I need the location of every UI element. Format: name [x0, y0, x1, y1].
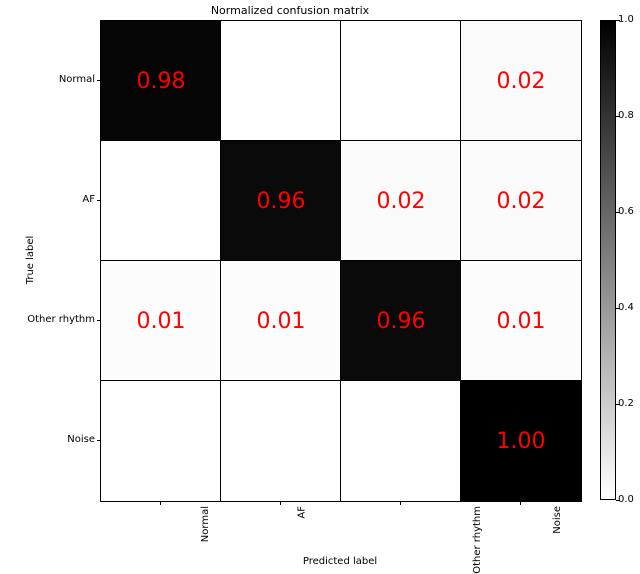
heatmap-cell: 0.96: [341, 261, 461, 381]
x-axis-label: Predicted label: [100, 556, 580, 567]
confusion-matrix-figure: Normalized confusion matrix True label P…: [0, 0, 640, 569]
y-tick-label: AF: [5, 195, 95, 205]
colorbar-tick-label: 0.8: [618, 111, 634, 121]
x-tick-label: Normal: [200, 506, 211, 542]
heatmap-cell: 0.02: [341, 141, 461, 261]
heatmap-cell: 0.96: [221, 141, 341, 261]
heatmap-cell: 1.00: [461, 381, 581, 501]
x-tick-label: Noise: [552, 506, 563, 534]
heatmap-cell-value: 0.01: [497, 309, 546, 334]
y-tick-label: Noise: [5, 435, 95, 445]
colorbar-tick-label: 0.6: [618, 207, 634, 217]
x-tick-mark: [160, 501, 161, 505]
heatmap-cell: [341, 381, 461, 501]
x-tick-mark: [400, 501, 401, 505]
colorbar-tick-label: 0.4: [618, 303, 634, 313]
heatmap-cell: 0.01: [101, 261, 221, 381]
heatmap-cell: 0.02: [461, 21, 581, 141]
heatmap-cell: 0.02: [461, 141, 581, 261]
heatmap-cell-value: 0.02: [497, 69, 546, 94]
colorbar-tick-label: 1.0: [618, 15, 634, 25]
chart-title: Normalized confusion matrix: [0, 4, 580, 17]
x-tick-mark: [520, 501, 521, 505]
heatmap-cell: [221, 21, 341, 141]
heatmap-cell-value: 0.96: [257, 189, 306, 214]
heatmap-cell-value: 0.02: [497, 189, 546, 214]
heatmap-cell-value: 0.98: [137, 69, 186, 94]
heatmap-cell-value: 0.96: [377, 309, 426, 334]
x-tick-mark: [280, 501, 281, 505]
heatmap-cell-value: 1.00: [497, 429, 546, 454]
heatmap-cell-value: 0.01: [257, 309, 306, 334]
heatmap-grid: 0.98 0.02 0.96 0.02 0.02 0.01 0.01 0.96 0.01 1.00: [100, 20, 580, 500]
heatmap-cell: [341, 21, 461, 141]
y-tick-label: Normal: [5, 75, 95, 85]
colorbar: [600, 20, 616, 500]
heatmap-cell: [101, 141, 221, 261]
heatmap-cell: [221, 381, 341, 501]
heatmap-cell-value: 0.02: [377, 189, 426, 214]
heatmap-cell: [101, 381, 221, 501]
x-tick-label: Other rhythm: [472, 506, 483, 574]
y-tick-label: Other rhythm: [5, 315, 95, 325]
heatmap-cell: 0.01: [461, 261, 581, 381]
heatmap-cell-value: 0.01: [137, 309, 186, 334]
colorbar-tick-label: 0.0: [618, 495, 634, 505]
x-tick-label: AF: [297, 506, 308, 519]
y-axis-label: True label: [25, 236, 36, 285]
heatmap-cell: 0.98: [101, 21, 221, 141]
heatmap-cell: 0.01: [221, 261, 341, 381]
colorbar-tick-label: 0.2: [618, 399, 634, 409]
